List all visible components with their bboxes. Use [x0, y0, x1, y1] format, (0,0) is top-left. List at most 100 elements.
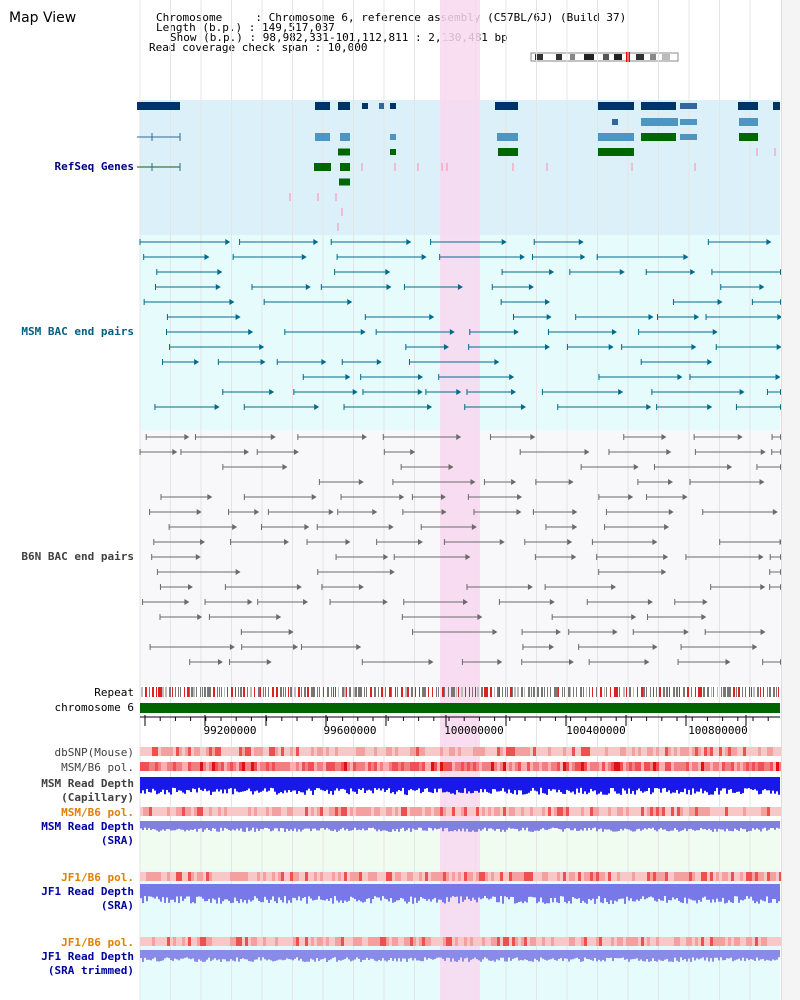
heat-cell — [617, 807, 620, 816]
heat-cell — [290, 872, 293, 881]
depth-bar — [154, 777, 156, 791]
heat-cell — [419, 762, 422, 771]
depth-bar — [698, 777, 700, 792]
repeat-track[interactable] — [141, 687, 779, 697]
b6n-bac-track[interactable] — [139, 434, 785, 665]
depth-bar — [588, 884, 590, 900]
gene-feature — [773, 102, 780, 110]
heat-cell — [299, 762, 302, 771]
heat-cell — [425, 762, 428, 771]
depth-bar — [270, 821, 272, 832]
bac-end-arrow — [549, 644, 555, 650]
heat-cell — [572, 747, 575, 756]
bac-end-arrow — [284, 539, 290, 545]
depth-bar — [244, 821, 246, 832]
heat-cell — [182, 937, 185, 946]
depth-bar — [568, 821, 570, 829]
depth-bar — [428, 777, 430, 792]
depth-bar — [210, 950, 212, 961]
bac-end-arrow — [321, 359, 327, 365]
depth-bar — [194, 884, 196, 904]
track-label-b6n-bac[interactable]: B6N BAC end pairs — [21, 550, 134, 563]
heat-cell — [314, 872, 317, 881]
repeat-element — [776, 687, 777, 697]
depth-bar — [168, 950, 170, 959]
heat-cell — [275, 807, 278, 816]
heat-cell — [455, 762, 458, 771]
depth-bar — [450, 950, 452, 962]
bac-end-arrow — [406, 239, 412, 245]
depth-bar — [196, 950, 198, 962]
depth-bar — [372, 950, 374, 959]
heat-cell — [338, 872, 341, 881]
heat-cell — [416, 762, 419, 771]
heat-cell — [251, 937, 254, 946]
depth-bar — [482, 777, 484, 793]
heat-cell — [773, 762, 776, 771]
heat-cell — [674, 807, 677, 816]
heat-cell — [383, 807, 386, 816]
depth-bar — [184, 777, 186, 794]
track-label-refseq[interactable]: RefSeq Genes — [54, 160, 134, 173]
track-label-msm-bac[interactable]: MSM BAC end pairs — [21, 325, 134, 338]
heat-cell — [662, 937, 665, 946]
depth-bar — [538, 777, 540, 795]
heat-cell — [356, 762, 359, 771]
chromosome-ideogram[interactable] — [530, 52, 679, 62]
heat-cell — [713, 762, 716, 771]
vertical-scrollbar[interactable] — [781, 0, 800, 1000]
heat-cell — [428, 762, 431, 771]
repeat-element — [550, 687, 551, 697]
heat-cell — [413, 872, 416, 881]
depth-bar — [648, 821, 650, 829]
heat-cell — [254, 807, 257, 816]
msm-bac-track[interactable] — [139, 239, 785, 410]
depth-bar — [202, 950, 204, 962]
bac-end-arrow — [187, 584, 193, 590]
bac-end-arrow — [356, 644, 362, 650]
heat-cell — [368, 807, 371, 816]
depth-bar — [474, 777, 476, 791]
depth-bar — [222, 777, 224, 794]
depth-bar — [536, 884, 538, 904]
heat-cell — [527, 747, 530, 756]
bac-end-arrow — [739, 389, 745, 395]
depth-bar — [582, 821, 584, 831]
depth-bar — [576, 821, 578, 831]
depth-bar — [350, 884, 352, 897]
bac-end-arrow — [254, 509, 260, 515]
heat-cell — [284, 762, 287, 771]
repeat-element — [616, 687, 618, 697]
bac-end-arrow — [269, 389, 275, 395]
bac-end-arrow — [235, 314, 241, 320]
heat-cell — [422, 872, 425, 881]
heat-cell — [614, 872, 617, 881]
heat-cell — [779, 807, 782, 816]
heat-cell — [377, 807, 380, 816]
selected-region-highlight[interactable] — [440, 0, 480, 1000]
depth-bar — [746, 777, 748, 789]
depth-bar — [614, 884, 616, 901]
heat-cell — [587, 872, 590, 881]
refseq-genes-track[interactable] — [137, 102, 780, 231]
gene-feature — [338, 148, 350, 156]
depth-bar — [570, 884, 572, 904]
heat-cell — [218, 937, 221, 946]
heat-tracks[interactable] — [140, 747, 782, 962]
heat-cell — [650, 872, 653, 881]
chromosome-bar[interactable] — [140, 703, 780, 713]
heat-cell — [311, 937, 314, 946]
heat-cell — [491, 747, 494, 756]
heat-cell — [404, 762, 407, 771]
depth-bar — [560, 950, 562, 959]
depth-bar — [226, 950, 228, 962]
depth-bar — [732, 884, 734, 903]
bac-end-arrow — [345, 374, 351, 380]
depth-bar — [170, 950, 172, 961]
heat-cell — [746, 937, 749, 946]
depth-bar — [190, 821, 192, 830]
depth-bar — [242, 821, 244, 832]
depth-bar — [186, 821, 188, 830]
depth-bar — [686, 821, 688, 832]
